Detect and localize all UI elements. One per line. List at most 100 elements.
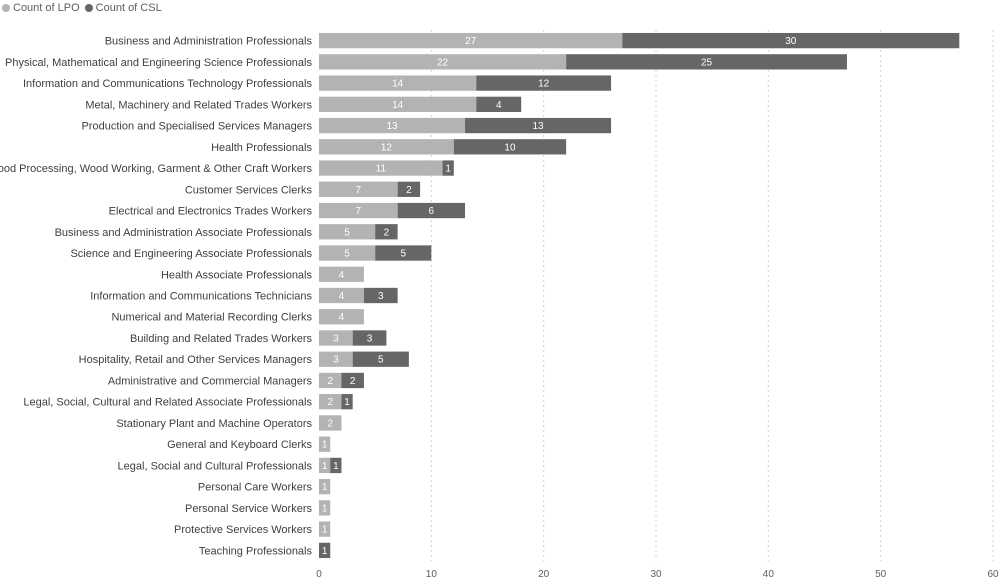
bar-segment-csl [453,139,567,155]
bar-segment-csl [375,224,398,240]
data-label: 3 [333,355,339,366]
data-label: 1 [322,546,328,557]
category-label: Production and Specialised Services Mana… [81,121,312,133]
bar-segment-csl [319,542,331,559]
legend-dot-icon [84,4,93,12]
bar-segment-csl [363,287,398,304]
legend-label: Count of LPO [13,2,80,14]
x-tick-label: 10 [426,569,438,580]
bar-segment-csl [397,181,421,197]
data-label: 2 [327,397,333,408]
data-label: 5 [378,355,384,366]
data-label: 6 [429,206,435,217]
bar-segment-lpo [319,245,376,261]
data-label: 30 [785,36,797,47]
data-label: 10 [504,142,516,153]
category-label: Health Associate Professionals [161,269,313,281]
data-label: 5 [400,249,406,260]
category-label: Electrical and Electronics Trades Worker… [109,206,313,218]
data-label: 11 [376,164,387,175]
data-label: 4 [339,291,345,302]
bar-segment-csl [330,457,342,474]
bar-segment-lpo [319,160,443,176]
category-label: Administrative and Commercial Managers [108,375,313,387]
category-label: Legal, Social and Cultural Professionals [118,460,313,472]
bar-segment-lpo [319,224,376,240]
bar-segment-csl [341,372,364,389]
data-label: 4 [339,270,345,281]
data-label: 2 [327,376,333,387]
legend-item-lpo[interactable]: Count of LPO [2,2,80,14]
data-label: 4 [496,100,502,111]
bar-segment-lpo [319,500,331,516]
bar-segment-lpo [319,96,477,112]
category-label: Hospitality, Retail and Other Services M… [79,354,313,366]
data-label: 2 [384,227,390,238]
category-label: Personal Care Workers [198,482,313,494]
category-label: Building and Related Trades Workers [130,333,313,345]
bar-segment-lpo [319,54,567,70]
bar-segment-lpo [319,351,353,367]
x-tick-label: 40 [763,569,775,580]
bar-segment-lpo [319,266,364,282]
data-label: 1 [445,164,451,175]
x-tick-label: 30 [650,569,662,580]
data-label: 1 [322,525,328,536]
bar-segment-csl [465,117,612,134]
data-label: 5 [344,249,350,260]
category-label: Personal Service Workers [185,503,312,515]
bar-segment-csl [397,202,466,219]
data-label: 2 [350,376,356,387]
data-label: 1 [322,503,328,514]
category-label: Customer Services Clerks [185,184,313,196]
chart-legend: Count of LPO Count of CSL [2,1,167,15]
bar-segment-lpo [319,415,342,431]
bar-segment-csl [352,330,387,346]
x-tick-label: 50 [875,569,887,580]
data-label: 7 [356,206,362,217]
x-tick-label: 0 [316,569,322,580]
data-label: 13 [386,121,398,132]
bar-segment-lpo [319,479,331,495]
category-label: Information and Communications Technolog… [23,78,313,90]
category-label: Stationary Plant and Machine Operators [116,418,312,430]
category-label: Physical, Mathematical and Engineering S… [5,57,312,69]
data-label: 25 [701,57,713,68]
data-label: 27 [465,36,477,47]
bar-segment-lpo [319,457,331,474]
bar-segment-lpo [319,75,477,91]
bar-segment-csl [341,394,353,410]
bar-segment-csl [476,96,522,112]
category-label: Business and Administration Associate Pr… [55,227,313,239]
data-label: 22 [437,57,449,68]
bar-segment-lpo [319,330,353,346]
data-label: 1 [322,461,328,472]
category-label: Protective Services Workers [174,524,312,536]
data-label: 2 [406,185,412,196]
legend-item-csl[interactable]: Count of CSL [84,2,162,14]
category-label: Metal, Machinery and Related Trades Work… [85,99,312,111]
category-label: Business and Administration Professional… [105,36,313,48]
category-label: Health Professionals [211,142,312,154]
data-label: 1 [344,397,350,408]
bar-segment-csl [375,245,432,261]
x-tick-label: 60 [987,569,999,580]
data-label: 2 [327,418,333,429]
data-label: 3 [378,291,384,302]
category-label: Legal, Social, Cultural and Related Asso… [23,397,312,409]
bar-segment-lpo [319,287,364,304]
category-label: General and Keyboard Clerks [167,439,312,451]
category-label: Food Processing, Wood Working, Garment &… [0,163,312,175]
bar-segment-csl [442,160,454,176]
data-label: 7 [356,185,362,196]
bar-segment-lpo [319,521,331,537]
data-label: 1 [322,440,328,451]
category-label: Numerical and Material Recording Clerks [111,312,312,324]
bar-segment-lpo [319,202,398,219]
bar-segment-lpo [319,139,454,155]
category-label: Information and Communications Technicia… [90,291,312,303]
data-label: 13 [532,121,544,132]
legend-label: Count of CSL [95,2,162,14]
bar-segment-lpo [319,32,623,49]
